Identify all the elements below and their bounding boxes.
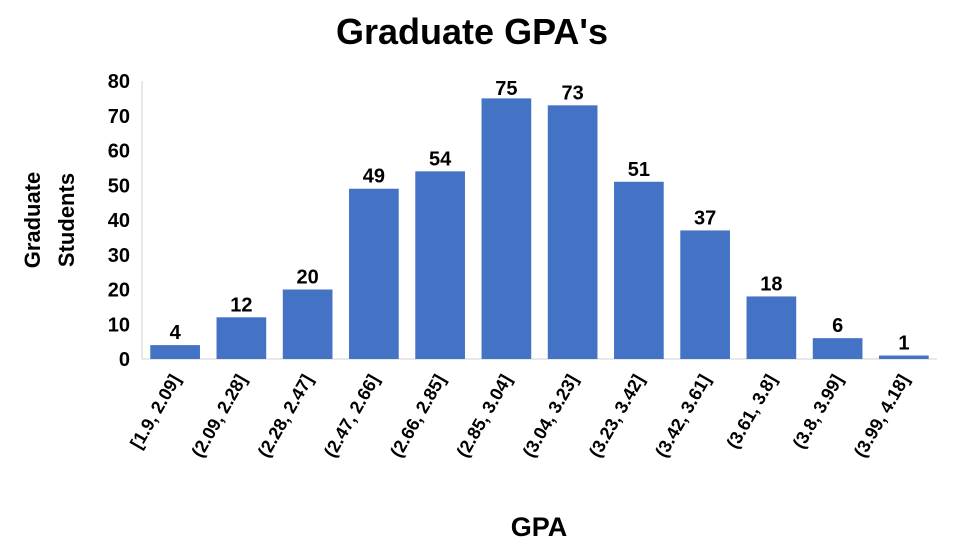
bar-value-label: 49	[363, 166, 385, 188]
y-axis-ticks: 0 10 20 30 40 50 60 70 80	[108, 71, 130, 371]
x-tick-label: (3.61, 3.8]	[722, 371, 780, 452]
x-tick-label: (3.99, 4.18]	[850, 371, 913, 461]
bar-value-label: 54	[429, 148, 452, 170]
x-axis-title: GPA	[511, 512, 568, 542]
x-tick-label: (2.85, 3.04]	[452, 371, 515, 461]
bar	[481, 98, 532, 359]
bar	[614, 181, 664, 359]
x-tick-label: (2.09, 2.28]	[187, 371, 250, 461]
bar-value-label: 20	[297, 267, 319, 289]
bar-value-label: 51	[628, 159, 650, 181]
bar-value-label: 1	[898, 333, 909, 355]
x-tick-label: (3.04, 3.23]	[519, 371, 582, 461]
x-tick-label: (3.23, 3.42]	[585, 371, 648, 461]
x-tick-label: (2.66, 2.85]	[386, 371, 449, 461]
y-axis-title: Graduate Students	[20, 172, 79, 269]
data-labels: 4 12 20 49 54 75 73 51 37 18 6 1	[170, 78, 910, 355]
bar-value-label: 6	[832, 315, 843, 337]
bar-value-label: 37	[694, 207, 716, 229]
y-tick-label: 40	[108, 210, 130, 232]
bar-value-label: 18	[760, 273, 782, 295]
bar	[150, 345, 200, 359]
y-tick-label: 0	[119, 349, 130, 371]
bar-value-label: 4	[170, 322, 182, 344]
bar	[547, 105, 598, 359]
y-axis-title-line-1: Graduate	[20, 172, 45, 269]
x-tick-label: (3.8, 3.99]	[789, 371, 847, 452]
y-tick-label: 10	[108, 314, 130, 336]
x-axis-ticks: [1.9, 2.09] (2.09, 2.28] (2.28, 2.47] (2.47…	[126, 371, 913, 461]
y-tick-label: 50	[108, 175, 130, 197]
bar-value-label: 12	[230, 294, 252, 316]
bar-series	[150, 98, 929, 359]
bar-value-label: 75	[495, 78, 517, 100]
chart-title: Graduate GPA's	[336, 11, 608, 52]
y-tick-label: 70	[108, 106, 130, 128]
x-tick-label: (3.42, 3.61]	[651, 371, 714, 461]
y-axis-title-line-2: Students	[54, 173, 79, 267]
y-tick-label: 20	[108, 280, 130, 302]
bar	[415, 171, 465, 359]
bar	[349, 188, 399, 359]
x-tick-label: (2.47, 2.66]	[320, 371, 383, 461]
bar	[879, 355, 929, 359]
y-tick-label: 30	[108, 245, 130, 267]
bar-value-label: 73	[562, 82, 584, 104]
x-tick-label: (2.28, 2.47]	[254, 371, 317, 461]
bar	[812, 338, 863, 359]
bar	[746, 296, 797, 359]
bar	[680, 230, 730, 359]
x-tick-label: [1.9, 2.09]	[126, 371, 184, 452]
y-tick-label: 80	[108, 71, 130, 93]
bar	[216, 317, 267, 359]
y-tick-label: 60	[108, 141, 130, 163]
bar	[282, 289, 333, 359]
